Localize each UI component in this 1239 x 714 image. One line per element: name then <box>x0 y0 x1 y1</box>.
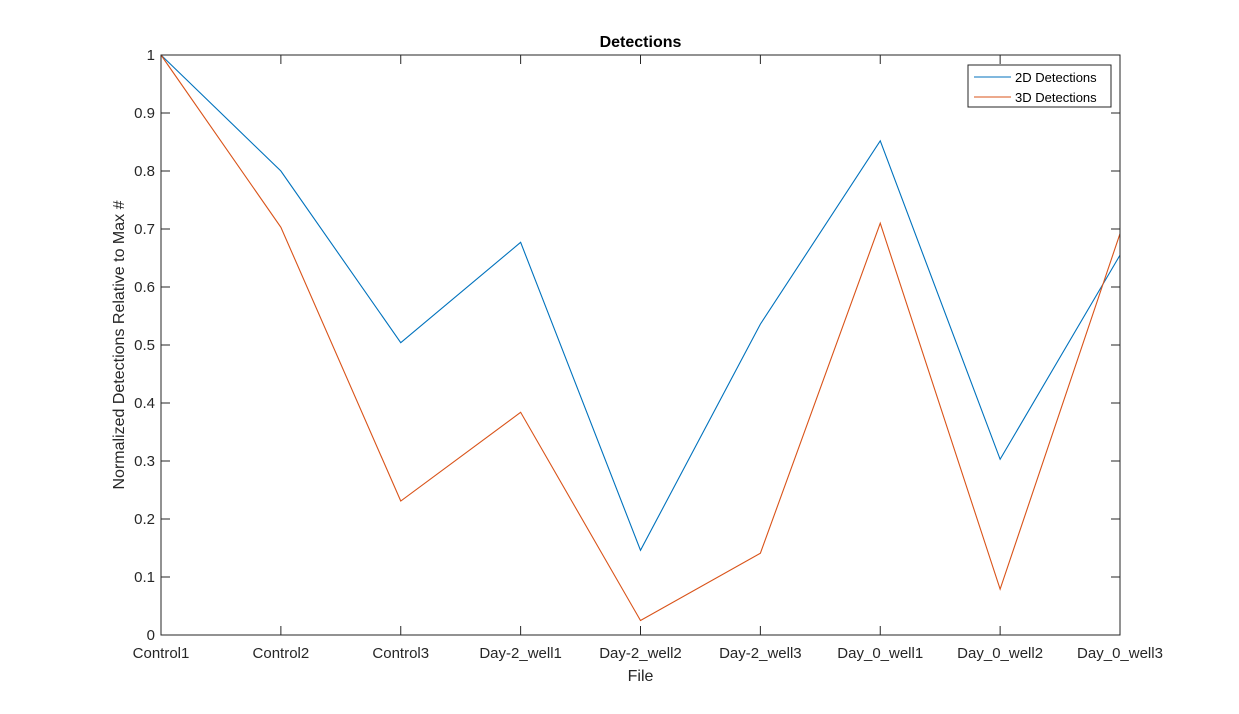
x-tick-label: Day_0_well1 <box>837 645 923 662</box>
series-line-2d-detections <box>160 54 1121 552</box>
legend-label: 2D Detections <box>1015 70 1097 85</box>
x-tick-label: Control1 <box>133 645 190 662</box>
x-tick-label: Day-2_well3 <box>719 645 802 662</box>
x-tick-label: Day-2_well1 <box>479 645 562 662</box>
y-tick-label: 0.1 <box>134 569 155 586</box>
x-tick-label: Day_0_well2 <box>957 645 1043 662</box>
x-axis-title: File <box>628 668 654 685</box>
y-tick-label: 0 <box>147 627 155 644</box>
series-line-3d-detections <box>160 54 1121 622</box>
x-tick-label: Control2 <box>253 645 310 662</box>
y-tick-label: 0.3 <box>134 453 155 470</box>
x-tick-label: Control3 <box>372 645 429 662</box>
series-layer <box>160 54 1121 622</box>
chart-title: Detections <box>600 34 682 51</box>
legend: 2D Detections 3D Detections <box>967 64 1112 108</box>
y-tick-label: 0.6 <box>134 279 155 296</box>
x-tick-label: Day_0_well3 <box>1077 645 1163 662</box>
x-tick-label: Day-2_well2 <box>599 645 682 662</box>
y-tick-label: 0.7 <box>134 221 155 238</box>
legend-label: 3D Detections <box>1015 90 1097 105</box>
plot-area <box>161 55 1120 635</box>
y-tick-label: 0.5 <box>134 337 155 354</box>
legend-box <box>967 64 1112 108</box>
y-tick-label: 0.2 <box>134 511 155 528</box>
y-tick-label: 0.9 <box>134 105 155 122</box>
y-axis-title: Normalized Detections Relative to Max # <box>111 200 128 489</box>
ticks-layer: 0 0.1 0.2 0.3 0.4 0.5 0.6 0.7 0.8 0.9 1 Control1 Con… <box>133 47 1163 662</box>
y-tick-label: 0.4 <box>134 395 155 412</box>
y-tick-label: 0.8 <box>134 163 155 180</box>
y-tick-label: 1 <box>147 47 155 64</box>
